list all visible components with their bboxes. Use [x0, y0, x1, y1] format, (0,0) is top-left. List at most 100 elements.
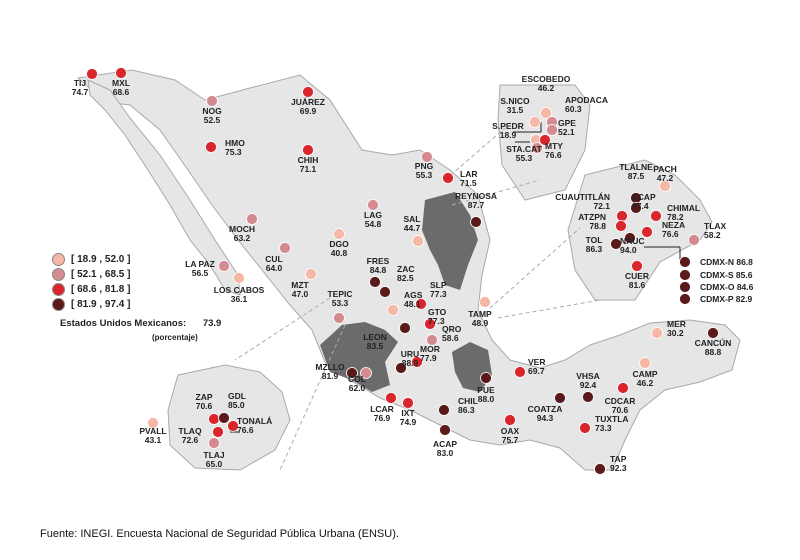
city-value: 56.5	[192, 268, 209, 278]
city-name: OAX	[501, 426, 520, 436]
city-marker	[395, 362, 407, 374]
city-value: 31.5	[507, 105, 524, 115]
city-name: HMO	[225, 138, 245, 148]
city-marker	[615, 220, 627, 232]
city-marker	[367, 199, 379, 211]
city-marker	[650, 210, 662, 222]
city-marker	[439, 424, 451, 436]
national-value: 73.9	[202, 318, 222, 329]
city-value: 48.1	[404, 299, 421, 309]
city-value: 81.9	[322, 371, 339, 381]
city-value: 40.8	[331, 248, 348, 258]
legend-swatch-bin1	[52, 253, 65, 266]
city-value: 78.8	[589, 221, 606, 231]
city-name: QRO	[442, 324, 462, 334]
city-name: PNG	[415, 161, 434, 171]
city-name: PVALL	[139, 426, 166, 436]
city-marker	[305, 268, 317, 280]
city-value: 77.9	[420, 353, 437, 363]
city-value: 44.7	[404, 223, 421, 233]
city-name: TUXTLA	[595, 414, 629, 424]
city-marker	[546, 124, 558, 136]
city-value: 52.5	[204, 115, 221, 125]
city-value: 81.6	[629, 280, 646, 290]
city-marker	[707, 327, 719, 339]
city-value: 70.6	[612, 405, 629, 415]
city-marker	[415, 298, 427, 310]
city-value: 83.0	[437, 448, 454, 458]
city-name: TLAX	[704, 221, 727, 231]
city-value: 55.3	[416, 170, 433, 180]
legend: [ 18.9 , 52.0 ] [ 52.1 , 68.5 ] [ 68.6 ,…	[52, 252, 130, 312]
city-label: CDMX-P 82.9	[700, 294, 753, 304]
city-name: STA.CAT	[506, 144, 542, 154]
baja-california	[87, 79, 241, 296]
national-label: Estados Unidos Mexicanos:	[60, 318, 187, 329]
city-value: 88.8	[705, 347, 722, 357]
city-value: 86.3	[458, 405, 475, 415]
city-marker	[438, 404, 450, 416]
source-note: Fuente: INEGI. Encuesta Nacional de Segu…	[40, 528, 399, 540]
city-value: 71.1	[300, 164, 317, 174]
city-value: 76.6	[237, 425, 254, 435]
city-name: LA PAZ	[185, 259, 215, 269]
city-marker	[333, 228, 345, 240]
city-marker	[659, 180, 671, 192]
city-name: TLALNE	[619, 162, 653, 172]
city-value: 72.6	[182, 435, 199, 445]
city-name: S.PEDR	[492, 121, 524, 131]
legend-item: [ 81.9 , 97.4 ]	[52, 297, 130, 312]
city-value: 76.6	[545, 150, 562, 160]
city-name: CUER	[625, 271, 649, 281]
mexico-land	[76, 69, 741, 471]
city-name: JUÁREZ	[291, 97, 325, 107]
city-marker	[540, 107, 552, 119]
city-marker	[227, 420, 239, 432]
city-name: VHSA	[576, 371, 600, 381]
city-value: 73.3	[595, 423, 612, 433]
city-name: APODACA	[565, 95, 608, 105]
city-value: 83.5	[367, 341, 384, 351]
legend-item: [ 52.1 , 68.5 ]	[52, 267, 130, 282]
city-name: TLAJ	[203, 450, 225, 460]
city-name: LAR	[460, 169, 477, 179]
city-marker	[679, 269, 691, 281]
national-summary: Estados Unidos Mexicanos: 73.9	[60, 318, 221, 329]
legend-swatch-bin3	[52, 283, 65, 296]
city-name: TONALÁ	[237, 416, 272, 426]
city-marker	[616, 210, 628, 222]
city-value: 84.8	[370, 265, 387, 275]
city-marker	[218, 260, 230, 272]
city-value: 74.7	[72, 87, 89, 97]
city-name: SLP	[430, 280, 447, 290]
city-marker	[539, 134, 551, 146]
city-value: 75.3	[225, 147, 242, 157]
city-name: MTY	[545, 141, 563, 151]
city-name: DGO	[329, 239, 349, 249]
city-value: 54.8	[365, 219, 382, 229]
city-marker	[630, 202, 642, 214]
city-marker	[679, 281, 691, 293]
city-marker	[279, 242, 291, 254]
city-value: 76.9	[374, 413, 391, 423]
city-marker	[385, 392, 397, 404]
city-marker	[617, 382, 629, 394]
city-marker	[610, 238, 622, 250]
legend-item: [ 18.9 , 52.0 ]	[52, 252, 130, 267]
city-marker	[399, 322, 411, 334]
city-name: ACAP	[433, 439, 457, 449]
city-value: 58.6	[442, 333, 459, 343]
city-marker	[302, 144, 314, 156]
city-value: 77.3	[428, 316, 445, 326]
city-value: 74.9	[400, 417, 417, 427]
city-name: CHIMAL	[667, 203, 700, 213]
city-value: 87.7	[468, 200, 485, 210]
city-name: ECAP	[632, 192, 656, 202]
city-value: 43.1	[145, 435, 162, 445]
city-value: 47.2	[657, 173, 674, 183]
city-value: 86.3	[586, 244, 603, 254]
city-marker	[208, 413, 220, 425]
city-value: 46.2	[538, 83, 555, 93]
city-name: TOL	[586, 235, 603, 245]
city-name: PUE	[477, 385, 495, 395]
